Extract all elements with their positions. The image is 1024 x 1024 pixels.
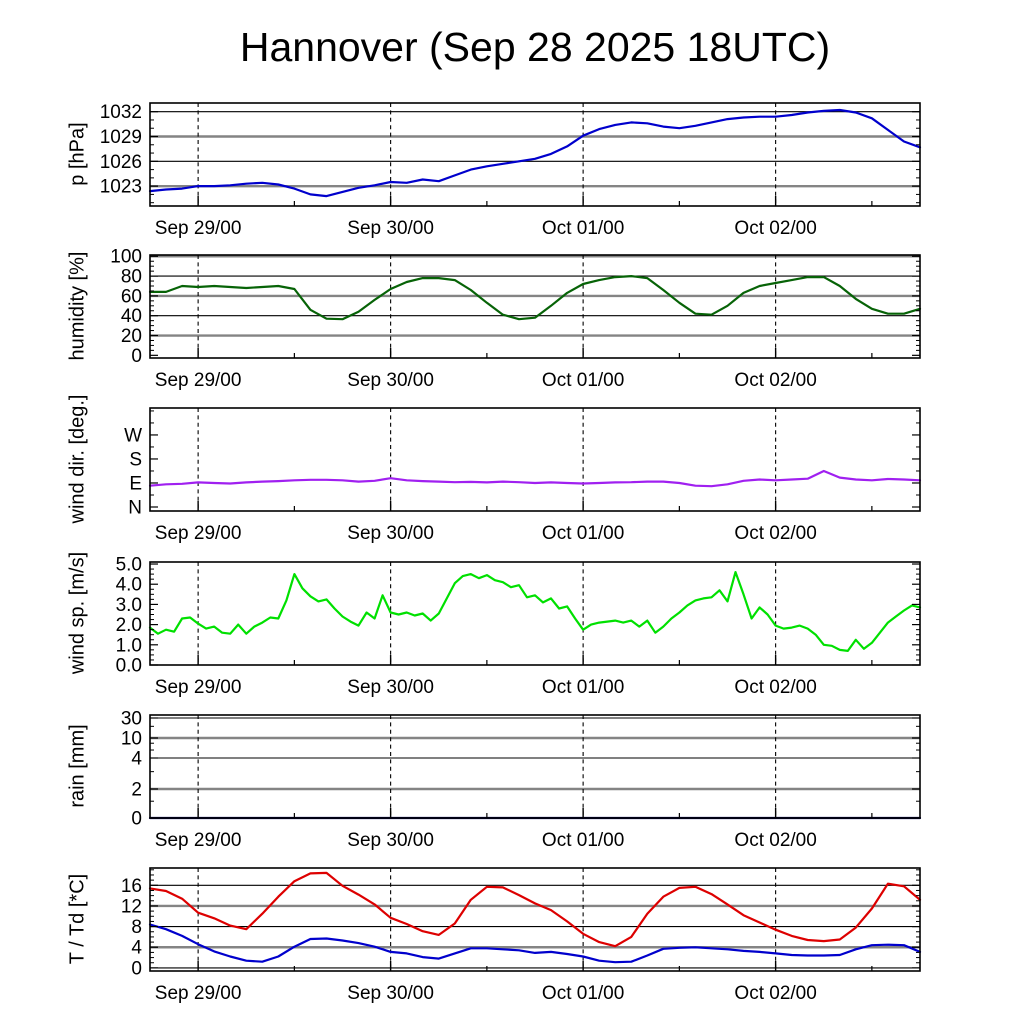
y-tick-label: 4 — [131, 938, 142, 959]
y-tick-label: 1032 — [100, 102, 142, 123]
x-tick-label: Sep 30/00 — [347, 218, 434, 239]
x-tick-label: Sep 30/00 — [347, 830, 434, 851]
y-tick-label: N — [128, 497, 142, 518]
series-relative-humidity — [148, 275, 922, 321]
y-tick-label: 100 — [110, 247, 142, 268]
panel-border — [149, 407, 921, 512]
x-tick-label: Oct 01/00 — [542, 370, 624, 391]
y-tick-label: 8 — [131, 917, 142, 938]
y-tick-label: 80 — [121, 267, 142, 288]
x-tick-label: Oct 02/00 — [734, 677, 816, 698]
y-tick-label: 16 — [121, 876, 142, 897]
x-tick-label: Oct 02/00 — [734, 983, 816, 1004]
x-tick-label: Oct 02/00 — [734, 830, 816, 851]
y-tick-label: 0 — [131, 346, 142, 367]
y-tick-label: 0 — [131, 958, 142, 979]
y-tick-label: 2.0 — [116, 615, 142, 636]
panel-wind-speed: 0.01.02.03.04.05.0 Sep 29/00 Sep 30/00 Oct … — [116, 554, 922, 698]
series-temperature — [148, 871, 922, 948]
series-pressure — [148, 108, 922, 198]
x-tick-label: Sep 30/00 — [347, 677, 434, 698]
y-tick-label: 40 — [121, 306, 142, 327]
chart-title: Hannover (Sep 28 2025 18UTC) — [239, 24, 831, 70]
y-tick-label: S — [129, 449, 142, 470]
y-tick-label: 60 — [121, 286, 142, 307]
y-tick-label: 20 — [121, 326, 142, 347]
y-tick-label: 3.0 — [116, 595, 142, 616]
y-tick-label: W — [124, 425, 142, 446]
x-tick-label: Sep 30/00 — [347, 370, 434, 391]
x-tick-label: Sep 30/00 — [347, 523, 434, 544]
x-tick-label: Oct 02/00 — [734, 523, 816, 544]
y-tick-label: 10 — [121, 728, 142, 749]
x-tick-label: Sep 29/00 — [155, 218, 242, 239]
x-tick-label: Sep 29/00 — [155, 677, 242, 698]
x-tick-label: Oct 01/00 — [542, 218, 624, 239]
panel-border — [149, 254, 921, 359]
panel-border — [149, 867, 921, 972]
x-tick-label: Oct 02/00 — [734, 218, 816, 239]
y-tick-label: 4 — [131, 748, 142, 769]
x-tick-label: Oct 02/00 — [734, 370, 816, 391]
x-tick-label: Oct 01/00 — [542, 983, 624, 1004]
x-tick-label: Oct 01/00 — [542, 677, 624, 698]
y-tick-label: 1026 — [100, 152, 142, 173]
x-tick-label: Sep 29/00 — [155, 523, 242, 544]
series-wind-direction — [148, 469, 922, 488]
panel-border — [149, 714, 921, 819]
y-tick-label: 30 — [121, 708, 142, 729]
x-tick-label: Oct 01/00 — [542, 830, 624, 851]
y-tick-label: 0 — [131, 808, 142, 829]
panel-border — [149, 561, 921, 666]
y-tick-label: 1023 — [100, 177, 142, 198]
y-tick-label: 5.0 — [116, 554, 142, 575]
x-tick-label: Sep 30/00 — [347, 983, 434, 1004]
series-wind-speed — [148, 570, 922, 653]
y-tick-label: 2 — [131, 779, 142, 800]
panel-pressure: 1023 1026 1029 1032 Sep 29/00 Sep 30/00 Oct 01… — [100, 102, 922, 239]
x-tick-label: Sep 29/00 — [155, 370, 242, 391]
x-tick-label: Oct 01/00 — [542, 523, 624, 544]
series-dewpoint — [148, 923, 922, 964]
y-tick-label: 4.0 — [116, 575, 142, 596]
x-tick-label: Sep 29/00 — [155, 830, 242, 851]
y-tick-label: 0.0 — [116, 655, 142, 676]
y-tick-label: 1029 — [100, 127, 142, 148]
y-tick-label: E — [129, 473, 142, 494]
y-tick-label: 12 — [121, 896, 142, 917]
panel-border — [149, 102, 921, 207]
y-tick-label: 1.0 — [116, 635, 142, 656]
x-tick-label: Sep 29/00 — [155, 983, 242, 1004]
